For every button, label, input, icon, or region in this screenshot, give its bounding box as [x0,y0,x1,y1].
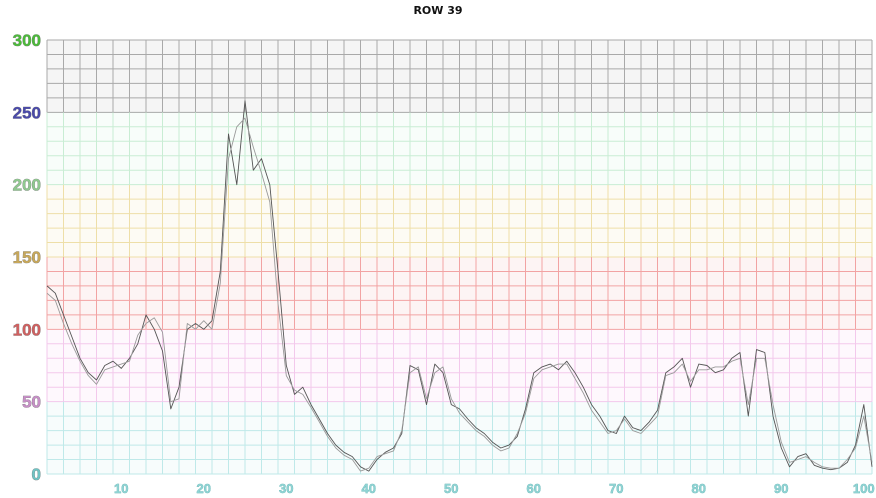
series-line-1 [46,117,873,472]
x-tick-label: 90 [774,481,788,496]
x-tick-label: 20 [197,481,211,496]
y-axis-ticks: 0 50 100 150 200 250 300 [12,31,41,485]
x-tick-label: 50 [444,481,458,496]
y-tick-label: 250 [13,103,41,122]
y-tick-label: 150 [13,248,41,267]
y-tick-label: 100 [13,320,41,339]
x-axis-ticks: 10 20 30 40 50 60 70 80 90 100 [114,481,875,497]
x-tick-label: 70 [609,481,623,496]
y-tick-label: 0 [32,465,41,484]
grid-lines [46,39,873,475]
x-tick-label: 30 [279,481,293,496]
x-tick-label: 10 [114,481,128,496]
x-tick-label: 40 [362,481,376,496]
x-tick-label: 100 [853,481,875,496]
y-tick-label: 50 [22,393,41,412]
x-tick-label: 80 [692,481,706,496]
data-series [46,100,873,472]
chart-title: ROW 39 [413,4,463,17]
x-tick-label: 60 [527,481,541,496]
y-tick-label: 200 [13,176,41,195]
y-tick-label: 300 [13,31,41,50]
